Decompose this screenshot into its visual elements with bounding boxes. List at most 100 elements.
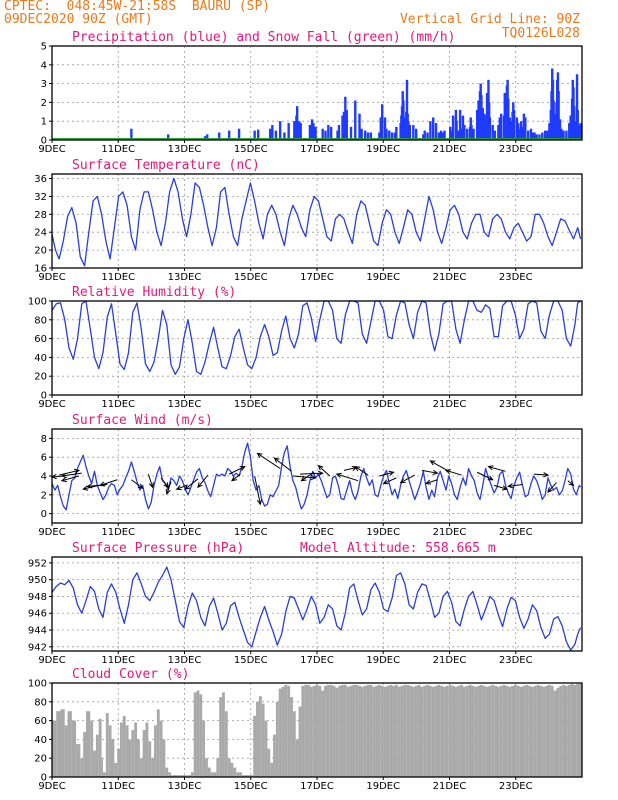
precip-bar [434, 123, 438, 140]
precip-bar [488, 117, 492, 140]
cloud-bar [67, 711, 72, 777]
precip-bar [552, 100, 555, 140]
cloud-bar [207, 767, 211, 777]
precip-bar [432, 117, 435, 140]
cloud-bar [491, 684, 495, 777]
precip-bar [269, 128, 272, 140]
precip-bar [278, 121, 282, 140]
precip-bar [553, 113, 557, 140]
panel-3-ytick-label: 80 [34, 315, 47, 326]
precip-bar [388, 130, 391, 140]
precip-bar [327, 124, 330, 140]
cloud-bar [437, 684, 441, 777]
precip-bar [480, 94, 483, 140]
cloud-bar [494, 685, 497, 777]
wind-arrow-head [444, 469, 451, 475]
cloud-bar [162, 739, 166, 777]
wind-arrow [176, 484, 187, 490]
precip-bar [541, 132, 544, 140]
panel-3-series-line [51, 300, 581, 375]
cloud-bar [131, 730, 135, 777]
cloud-bar [562, 684, 565, 777]
precip-bar [380, 104, 384, 140]
snowfall-line [52, 138, 582, 141]
panel-1-ytick-label: 3 [41, 79, 47, 90]
cloud-bar [409, 685, 412, 777]
wind-arrow [228, 466, 245, 475]
wind-arrow [184, 478, 199, 490]
cloud-bar [570, 683, 574, 777]
cloud-bar [352, 684, 356, 777]
cloud-bar [108, 725, 112, 777]
cloud-bar [241, 775, 245, 777]
wind-arrow [383, 477, 397, 484]
wind-arrow [274, 457, 292, 472]
panel-2-ytick-label: 32 [34, 192, 47, 203]
cloud-bar [239, 772, 242, 777]
panel-6-ytick-label: 20 [34, 754, 47, 765]
panel-1-ytick-label: 1 [41, 117, 47, 128]
panel-3-xtick-label: 13DEC [168, 399, 202, 410]
cloud-bar [216, 758, 220, 777]
cloud-bar [380, 685, 384, 777]
cloud-bar [182, 775, 186, 777]
wind-arrow-head [239, 466, 246, 471]
panel-1-title: Precipitation (blue) and Snow Fall (gree… [72, 30, 456, 45]
panel-4-ytick-label: 6 [41, 453, 47, 464]
panel-4-ytick-label: 8 [41, 434, 47, 445]
cloud-bar [474, 686, 478, 777]
cloud-bar [145, 722, 149, 777]
panel-1-xtick-label: 11DEC [101, 144, 135, 155]
cloud-bar [355, 684, 359, 777]
cloud-bar [142, 730, 146, 777]
cloud-bar [156, 709, 160, 777]
wind-arrow [343, 467, 357, 471]
cloud-bar [445, 685, 449, 777]
panel-3-ytick-label: 100 [28, 297, 47, 308]
wind-arrow [160, 477, 169, 488]
panel-3-ytick-label: 0 [41, 391, 47, 402]
cloud-bar [530, 686, 534, 777]
cloud-bar [199, 694, 203, 777]
precip-bar [484, 115, 487, 140]
cloud-bar [190, 772, 194, 777]
precip-bar [529, 128, 533, 140]
precip-bar [378, 132, 381, 140]
panel-6-xtick-label: 17DEC [300, 781, 334, 792]
panel-3-ytick-label: 60 [34, 334, 47, 345]
cloud-bar [411, 686, 415, 777]
cloud-bar [295, 739, 299, 777]
cloud-bar [451, 685, 455, 777]
cloud-bar [454, 686, 458, 777]
precip-bar [298, 121, 301, 140]
cloud-bar [64, 725, 68, 777]
panel-3-title: Relative Humidity (%) [72, 285, 236, 300]
cloud-bar [508, 686, 512, 777]
precip-bar [342, 111, 346, 140]
cloud-bar [488, 685, 492, 777]
wind-arrow [318, 465, 331, 477]
precip-bar [560, 128, 563, 140]
panel-1-xtick-label: 15DEC [234, 144, 268, 155]
precip-bar [522, 113, 526, 140]
precip-bar [481, 108, 485, 140]
precip-bar [426, 132, 429, 140]
cloud-bar [559, 685, 563, 777]
precip-bar [429, 121, 432, 140]
precip-bar [393, 132, 397, 140]
panel-2-xtick-label: 9DEC [38, 272, 65, 283]
cloud-bar [448, 684, 452, 777]
panel-4-xtick-label: 9DEC [38, 527, 65, 538]
precip-bar [293, 121, 296, 140]
precip-bar [515, 117, 519, 140]
cloud-bar [414, 685, 418, 777]
cloud-bar [165, 767, 169, 777]
panel-2-ytick-label: 16 [34, 264, 47, 275]
precip-bar [310, 119, 314, 140]
cloud-bar [443, 686, 446, 777]
cloud-bar [440, 685, 444, 777]
cloud-bar [244, 775, 248, 777]
cloud-bar [270, 762, 274, 777]
precip-bar [498, 117, 502, 140]
precip-bar [565, 130, 568, 140]
